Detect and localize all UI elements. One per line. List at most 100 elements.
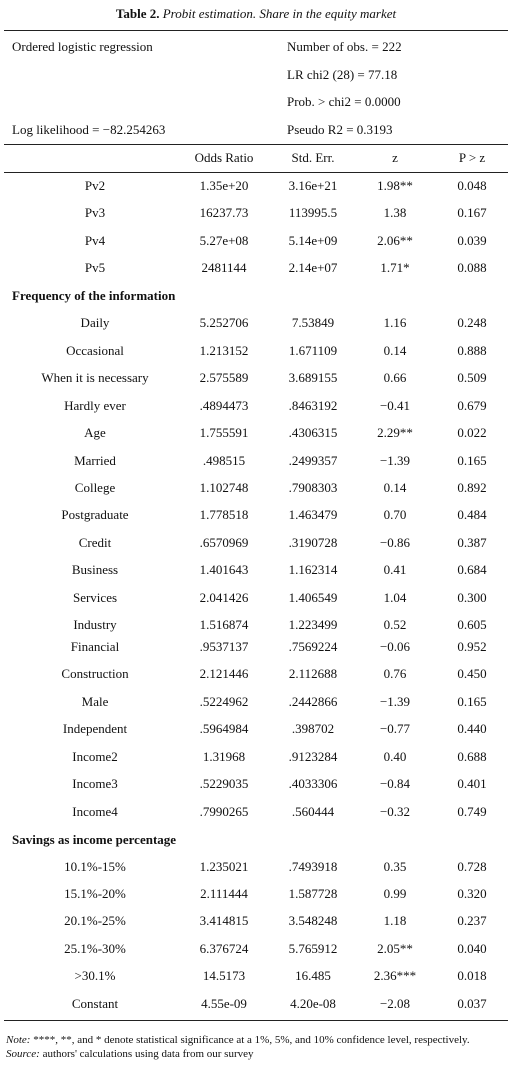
row-label: >30.1%: [74, 968, 116, 983]
cell: 5.14e+09: [288, 233, 338, 248]
summary-stat: Number of obs. = 222: [287, 39, 402, 54]
cell: 2.36***: [373, 968, 417, 983]
cell: 0.76: [383, 666, 407, 681]
cell: 0.040: [457, 941, 487, 956]
cell: .7908303: [288, 480, 338, 495]
cell: 0.440: [457, 721, 487, 736]
row-label: Construction: [61, 666, 129, 681]
section-heading: Frequency of the information: [12, 288, 176, 303]
cell: .5229035: [199, 776, 249, 791]
row-label: Postgraduate: [61, 507, 129, 522]
row-label: Income3: [72, 776, 118, 791]
cell: 2.29**: [377, 425, 413, 440]
cell: 2.575589: [199, 370, 249, 385]
cell: 4.55e-09: [201, 996, 247, 1011]
cell: 0.52: [383, 617, 407, 632]
cell: 0.35: [383, 859, 407, 874]
row-label: Constant: [71, 996, 119, 1011]
cell: 1.31968: [202, 749, 246, 764]
row-label: Financial: [70, 639, 120, 654]
cell: 0.70: [383, 507, 407, 522]
rule: [4, 172, 508, 173]
cell: 0.022: [457, 425, 487, 440]
cell: 1.35e+20: [199, 178, 249, 193]
cell: 1.18: [383, 913, 407, 928]
cell: 14.5173: [202, 968, 246, 983]
cell: 5.765912: [288, 941, 338, 956]
cell: 1.98**: [377, 178, 413, 193]
cell: .398702: [291, 721, 335, 736]
row-label: 15.1%-20%: [64, 886, 126, 901]
column-header: P > z: [458, 150, 486, 165]
cell: 0.387: [457, 535, 487, 550]
cell: 3.414815: [199, 913, 249, 928]
cell: 0.320: [457, 886, 487, 901]
row-label: College: [74, 480, 116, 495]
note-text: ****, **, and * denote statistical signi…: [33, 1034, 470, 1046]
cell: 0.728: [457, 859, 487, 874]
cell: 0.037: [457, 996, 487, 1011]
cell: 1.406549: [288, 590, 338, 605]
cell: .3190728: [288, 535, 338, 550]
cell: .9123284: [288, 749, 338, 764]
column-header: z: [392, 150, 398, 165]
cell: .7569224: [288, 639, 338, 654]
cell: 0.048: [457, 178, 487, 193]
cell: .4306315: [288, 425, 338, 440]
cell: 5.252706: [199, 315, 249, 330]
cell: −0.32: [379, 804, 411, 819]
cell: 4.20e-08: [290, 996, 336, 1011]
source-label: Source:: [6, 1048, 40, 1060]
cell: 16237.73: [199, 205, 249, 220]
cell: 2.111444: [200, 886, 248, 901]
row-label: Male: [81, 694, 109, 709]
cell: 0.99: [383, 886, 407, 901]
cell: 0.165: [457, 453, 487, 468]
cell: 0.605: [457, 617, 487, 632]
cell: 0.165: [457, 694, 487, 709]
cell: 2.121446: [199, 666, 249, 681]
cell: .7990265: [199, 804, 249, 819]
row-label: 10.1%-15%: [64, 859, 126, 874]
cell: −1.39: [379, 453, 411, 468]
cell: 0.450: [457, 666, 487, 681]
cell: 1.401643: [199, 562, 249, 577]
cell: .2499357: [288, 453, 338, 468]
section-heading: Savings as income percentage: [12, 832, 177, 847]
title-label: Table 2.: [115, 6, 160, 21]
cell: 1.463479: [288, 507, 338, 522]
row-label: Age: [84, 425, 106, 440]
row-label: Income4: [72, 804, 118, 819]
cell: 0.167: [457, 205, 487, 220]
cell: 2.14e+07: [288, 260, 338, 275]
source-text: authors' calculations using data from ou…: [42, 1048, 254, 1060]
cell: 0.401: [457, 776, 487, 791]
rule: [4, 144, 508, 145]
cell: 1.04: [383, 590, 407, 605]
cell: −0.06: [379, 639, 411, 654]
title-text: Probit estimation. Share in the equity m…: [162, 6, 397, 21]
cell: 0.018: [457, 968, 487, 983]
note-label: Note:: [6, 1034, 31, 1046]
cell: .5964984: [199, 721, 249, 736]
cell: 16.485: [295, 968, 331, 983]
cell: 0.14: [383, 343, 407, 358]
cell: 0.14: [383, 480, 407, 495]
cell: .5224962: [199, 694, 249, 709]
cell: 0.684: [457, 562, 487, 577]
row-label: Married: [74, 453, 116, 468]
row-label: Business: [71, 562, 119, 577]
row-label: Daily: [80, 315, 110, 330]
cell: 1.38: [383, 205, 407, 220]
cell: .7493918: [288, 859, 338, 874]
cell: .2442866: [288, 694, 338, 709]
cell: 2481144: [201, 260, 247, 275]
cell: .9537137: [199, 639, 249, 654]
cell: 1.71*: [380, 260, 410, 275]
cell: 0.749: [457, 804, 487, 819]
cell: 0.300: [457, 590, 487, 605]
cell: 2.041426: [199, 590, 249, 605]
rule: [4, 1020, 508, 1021]
table-title: Table 2. Probit estimation. Share in the…: [116, 6, 396, 22]
